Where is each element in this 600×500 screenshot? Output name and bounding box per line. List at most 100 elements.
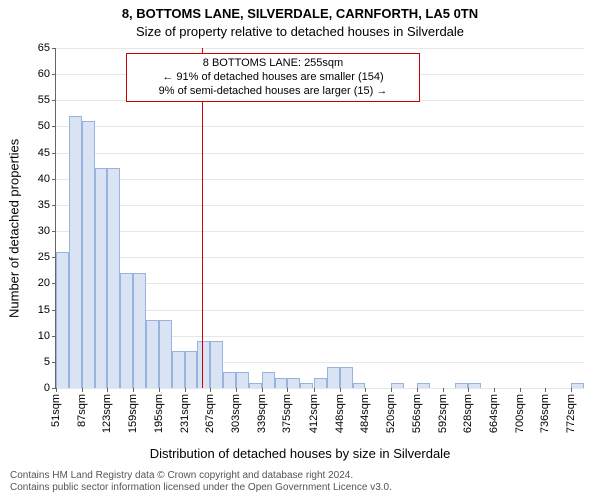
- xtick-mark: [443, 388, 444, 392]
- xtick-mark: [468, 388, 469, 392]
- annotation-line: 8 BOTTOMS LANE: 255sqm: [133, 57, 413, 71]
- histogram-bar: [417, 383, 430, 388]
- xtick-label: 123sqm: [101, 394, 113, 433]
- histogram-bar: [391, 383, 404, 388]
- x-axis-label: Distribution of detached houses by size …: [0, 446, 600, 461]
- ytick-label: 25: [38, 251, 50, 263]
- histogram-bar: [197, 341, 210, 388]
- ytick-label: 35: [38, 199, 50, 211]
- ytick-label: 5: [44, 356, 50, 368]
- annotation-line: ← 91% of detached houses are smaller (15…: [133, 71, 413, 85]
- chart-container: 8, BOTTOMS LANE, SILVERDALE, CARNFORTH, …: [0, 0, 600, 500]
- xtick-label: 772sqm: [565, 394, 577, 433]
- xtick-mark: [314, 388, 315, 392]
- footer-line-1: Contains HM Land Registry data © Crown c…: [10, 470, 392, 482]
- ytick-mark: [52, 126, 56, 127]
- histogram-bar: [223, 372, 236, 388]
- ytick-label: 60: [38, 68, 50, 80]
- histogram-bar: [353, 383, 366, 388]
- xtick-label: 484sqm: [359, 394, 371, 433]
- xtick-label: 87sqm: [76, 394, 88, 427]
- ytick-mark: [52, 179, 56, 180]
- xtick-label: 664sqm: [488, 394, 500, 433]
- gridline: [56, 257, 584, 258]
- ytick-label: 40: [38, 173, 50, 185]
- xtick-mark: [107, 388, 108, 392]
- footer-line-2: Contains public sector information licen…: [10, 482, 392, 494]
- xtick-label: 195sqm: [153, 394, 165, 433]
- xtick-label: 267sqm: [204, 394, 216, 433]
- ytick-label: 65: [38, 42, 50, 54]
- xtick-label: 700sqm: [514, 394, 526, 433]
- histogram-bar: [249, 383, 262, 388]
- xtick-label: 51sqm: [50, 394, 62, 427]
- histogram-bar: [82, 121, 95, 388]
- histogram-bar: [159, 320, 172, 388]
- ytick-label: 15: [38, 304, 50, 316]
- histogram-bar: [287, 378, 300, 388]
- histogram-bar: [133, 273, 146, 388]
- xtick-label: 159sqm: [127, 394, 139, 433]
- gridline: [56, 205, 584, 206]
- ytick-label: 30: [38, 225, 50, 237]
- histogram-bar: [56, 252, 69, 388]
- xtick-label: 412sqm: [308, 394, 320, 433]
- xtick-label: 592sqm: [437, 394, 449, 433]
- histogram-bar: [262, 372, 275, 388]
- gridline: [56, 231, 584, 232]
- xtick-mark: [185, 388, 186, 392]
- xtick-mark: [159, 388, 160, 392]
- xtick-label: 303sqm: [230, 394, 242, 433]
- xtick-mark: [391, 388, 392, 392]
- histogram-bar: [327, 367, 340, 388]
- xtick-mark: [494, 388, 495, 392]
- histogram-bar: [455, 383, 468, 388]
- ytick-mark: [52, 74, 56, 75]
- ytick-mark: [52, 205, 56, 206]
- footer: Contains HM Land Registry data © Crown c…: [10, 470, 392, 494]
- xtick-mark: [262, 388, 263, 392]
- ytick-label: 45: [38, 147, 50, 159]
- xtick-mark: [340, 388, 341, 392]
- histogram-bar: [468, 383, 481, 388]
- ytick-label: 20: [38, 277, 50, 289]
- xtick-mark: [236, 388, 237, 392]
- gridline: [56, 153, 584, 154]
- annotation-line: 9% of semi-detached houses are larger (1…: [133, 85, 413, 99]
- gridline: [56, 179, 584, 180]
- histogram-bar: [340, 367, 353, 388]
- plot-area: 0510152025303540455055606551sqm87sqm123s…: [55, 48, 584, 389]
- histogram-bar: [172, 351, 185, 388]
- histogram-bar: [146, 320, 159, 388]
- gridline: [56, 126, 584, 127]
- histogram-bar: [107, 168, 120, 388]
- histogram-bar: [236, 372, 249, 388]
- annotation-box: 8 BOTTOMS LANE: 255sqm← 91% of detached …: [126, 53, 420, 102]
- gridline: [56, 48, 584, 49]
- ytick-mark: [52, 153, 56, 154]
- xtick-label: 736sqm: [539, 394, 551, 433]
- xtick-label: 448sqm: [334, 394, 346, 433]
- xtick-mark: [571, 388, 572, 392]
- xtick-label: 556sqm: [411, 394, 423, 433]
- ytick-mark: [52, 231, 56, 232]
- histogram-bar: [300, 383, 313, 388]
- y-axis-label: Number of detached properties: [7, 139, 22, 318]
- histogram-bar: [275, 378, 288, 388]
- chart-subtitle: Size of property relative to detached ho…: [0, 24, 600, 39]
- histogram-bar: [185, 351, 198, 388]
- histogram-bar: [571, 383, 584, 388]
- ytick-label: 55: [38, 94, 50, 106]
- xtick-mark: [210, 388, 211, 392]
- xtick-mark: [56, 388, 57, 392]
- xtick-mark: [133, 388, 134, 392]
- xtick-mark: [82, 388, 83, 392]
- ytick-mark: [52, 48, 56, 49]
- ytick-label: 50: [38, 120, 50, 132]
- xtick-label: 628sqm: [462, 394, 474, 433]
- chart-title: 8, BOTTOMS LANE, SILVERDALE, CARNFORTH, …: [0, 6, 600, 21]
- ytick-label: 0: [44, 382, 50, 394]
- histogram-bar: [210, 341, 223, 388]
- histogram-bar: [120, 273, 133, 388]
- gridline: [56, 388, 584, 389]
